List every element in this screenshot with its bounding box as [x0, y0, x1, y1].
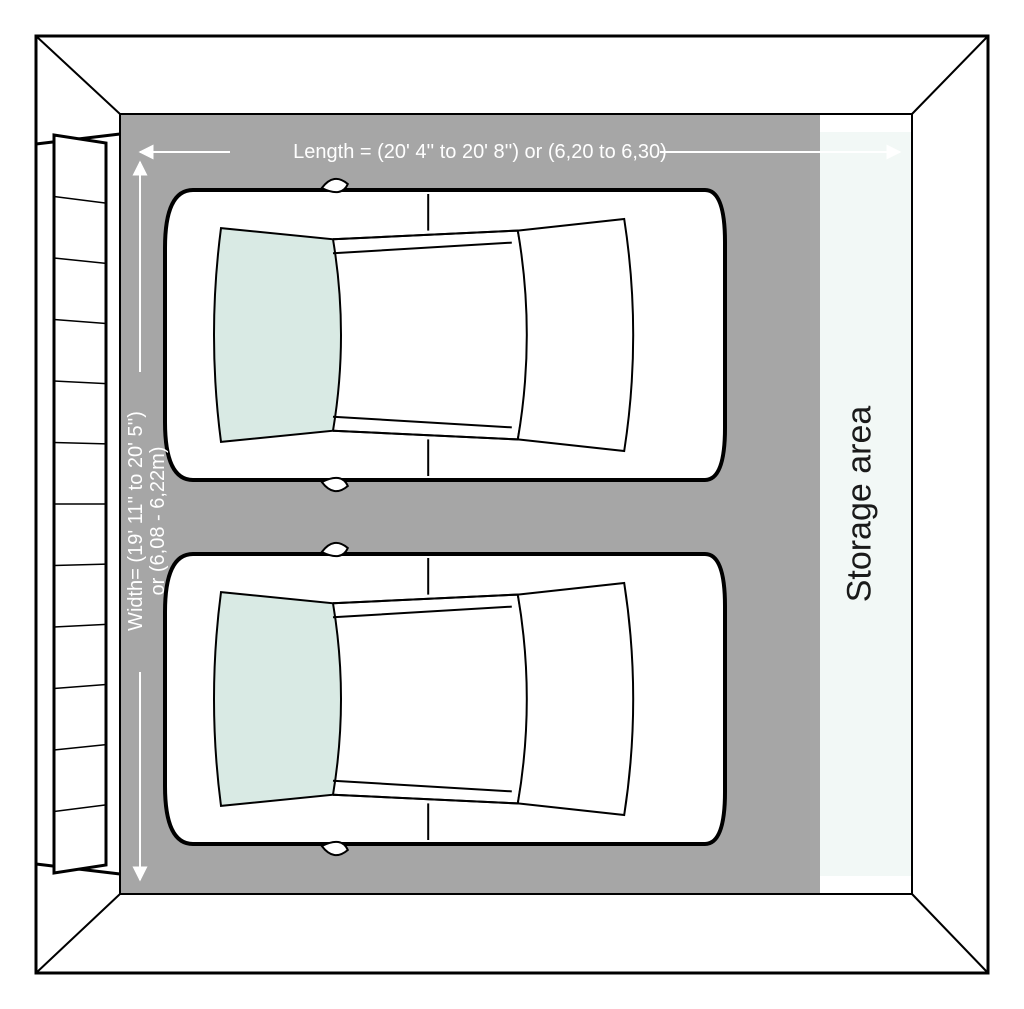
car-rear-window: [518, 583, 633, 815]
perspective-edge: [912, 894, 988, 973]
storage-label-group: Storage area: [841, 406, 879, 603]
car-top: [165, 179, 725, 491]
car-windshield: [214, 592, 341, 806]
perspective-edge: [36, 36, 120, 114]
car-rear-window: [518, 219, 633, 451]
car-bottom: [165, 543, 725, 855]
perspective-edge: [36, 894, 120, 973]
car-windshield: [214, 228, 341, 442]
width-label-line1: Width= (19' 11'' to 20' 5''): [125, 411, 147, 631]
perspective-edge: [912, 36, 988, 114]
garage-diagram: Length = (20' 4'' to 20' 8'') or (6,20 t…: [0, 0, 1024, 1009]
length-label: Length = (20' 4'' to 20' 8'') or (6,20 t…: [293, 141, 667, 163]
storage-label: Storage area: [841, 406, 879, 603]
width-label-line2: or (6,08 - 6,22m): [147, 447, 169, 596]
